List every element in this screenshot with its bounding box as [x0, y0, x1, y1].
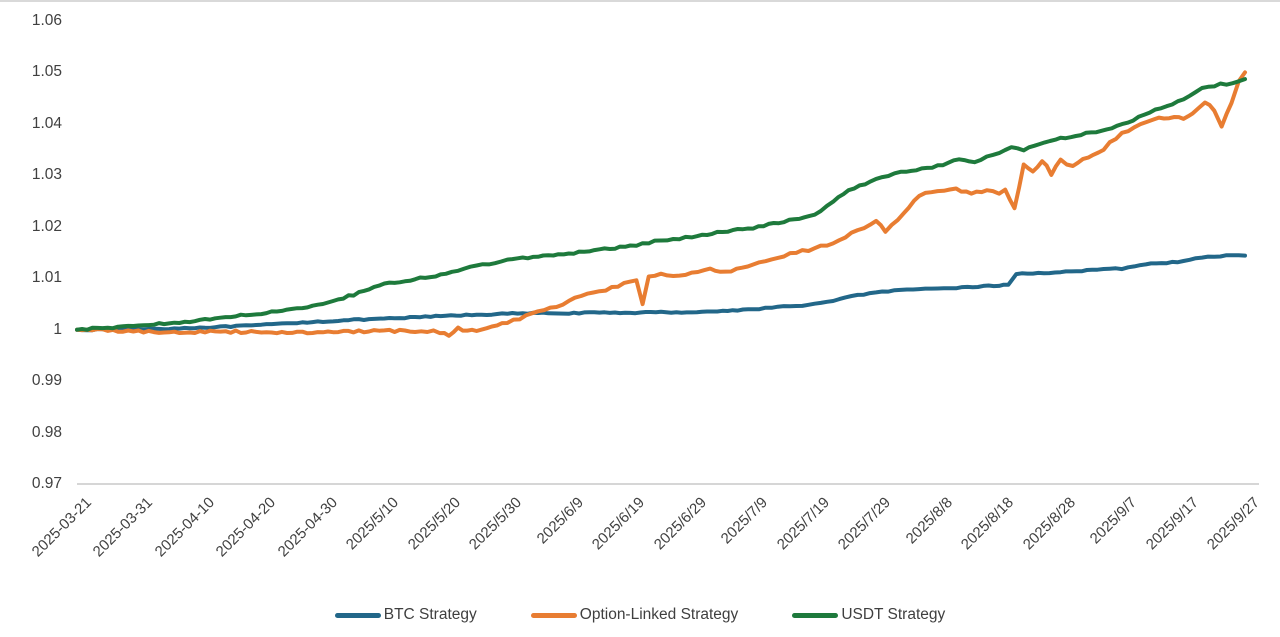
y-axis-tick-label: 1.05	[31, 63, 62, 81]
y-axis-tick-label: 1	[53, 320, 62, 338]
option-linked-strategy-line	[75, 70, 1247, 338]
legend-swatch	[792, 612, 839, 618]
y-axis-tick-label: 0.97	[31, 475, 62, 492]
y-axis-tick-label: 1.04	[31, 114, 62, 132]
legend-item-option-linked-strategy: Option-Linked Strategy	[530, 606, 739, 624]
chart-legend: BTC Strategy Option-Linked Strategy USDT S…	[0, 601, 1280, 629]
y-axis-tick-label: 1.06	[31, 12, 62, 29]
legend-swatch	[530, 612, 577, 618]
chart-top-border	[0, 0, 1280, 2]
legend-label: BTC Strategy	[383, 606, 477, 623]
legend-item-usdt-strategy: USDT Strategy	[792, 606, 945, 624]
usdt-strategy-line	[75, 77, 1247, 332]
y-axis-tick-label: 1.03	[31, 166, 62, 184]
legend-label: USDT Strategy	[841, 606, 946, 623]
legend-swatch	[334, 612, 381, 618]
x-axis-line	[77, 483, 1259, 485]
y-axis-tick-label: 1.01	[31, 269, 62, 287]
legend-label: Option-Linked Strategy	[579, 606, 739, 623]
y-axis-tick-label: 0.98	[31, 423, 62, 441]
y-axis-tick-label: 1.02	[31, 217, 62, 235]
btc-strategy-line	[75, 253, 1247, 333]
y-axis-tick-label: 0.99	[31, 372, 62, 390]
legend-item-btc-strategy: BTC Strategy	[334, 606, 477, 624]
